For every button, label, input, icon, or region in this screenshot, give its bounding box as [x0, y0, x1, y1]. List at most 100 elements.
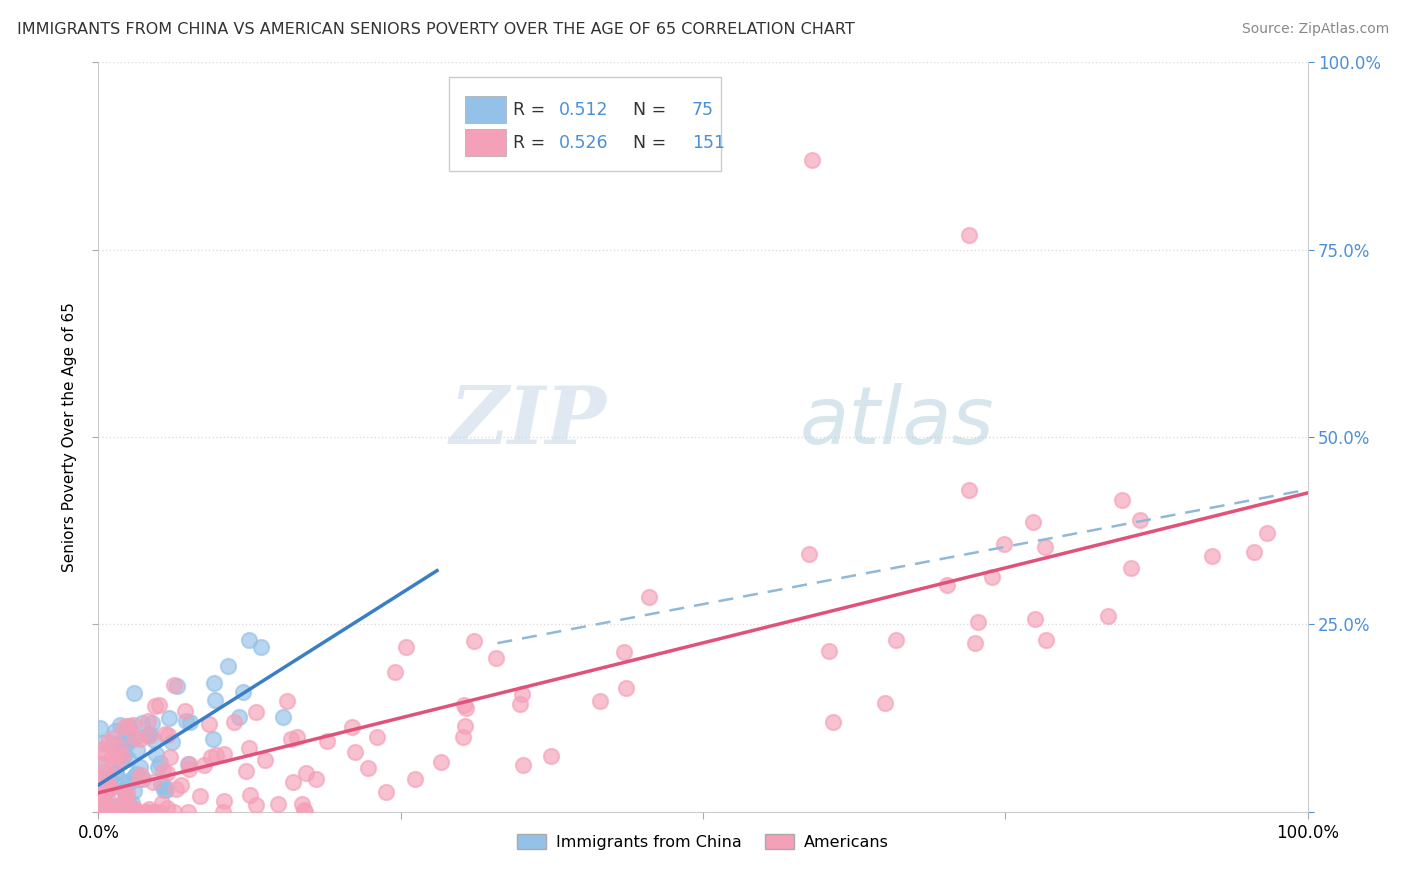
Point	[291, 797, 314, 811]
Point	[105, 766, 128, 780]
Point	[89, 771, 111, 785]
Point	[193, 757, 215, 772]
Point	[148, 698, 170, 712]
Point	[510, 687, 533, 701]
Point	[110, 744, 132, 758]
Point	[143, 699, 166, 714]
Point	[139, 727, 162, 741]
Point	[110, 755, 132, 769]
Point	[957, 483, 980, 497]
Point	[253, 753, 276, 767]
Point	[540, 749, 562, 764]
Point	[993, 537, 1015, 551]
Point	[163, 805, 186, 819]
Point	[152, 764, 174, 778]
Point	[453, 698, 475, 712]
Point	[94, 781, 117, 796]
Point	[212, 793, 235, 807]
Point	[90, 757, 112, 772]
Point	[142, 805, 165, 819]
Point	[103, 731, 125, 746]
Point	[201, 731, 224, 746]
Y-axis label: Seniors Poverty Over the Age of 65: Seniors Poverty Over the Age of 65	[62, 302, 77, 572]
Point	[142, 775, 165, 789]
Text: atlas: atlas	[800, 383, 994, 461]
Text: 0.526: 0.526	[560, 134, 609, 152]
Point	[128, 760, 150, 774]
Legend: Immigrants from China, Americans: Immigrants from China, Americans	[510, 827, 896, 856]
Point	[125, 767, 148, 781]
Point	[1256, 525, 1278, 540]
Point	[138, 802, 160, 816]
Point	[249, 640, 271, 655]
Point	[315, 734, 337, 748]
Point	[125, 742, 148, 756]
Point	[800, 153, 823, 167]
Point	[176, 757, 198, 772]
Point	[108, 740, 131, 755]
Point	[285, 730, 308, 744]
Point	[89, 795, 111, 809]
Point	[188, 789, 211, 803]
Point	[100, 780, 122, 794]
Point	[509, 697, 531, 711]
Point	[222, 714, 245, 729]
Point	[105, 805, 128, 819]
Point	[485, 651, 508, 665]
Point	[179, 714, 201, 729]
Point	[114, 788, 136, 802]
Point	[204, 676, 226, 690]
Point	[1022, 515, 1045, 529]
Point	[232, 684, 254, 698]
FancyBboxPatch shape	[449, 78, 721, 171]
Point	[124, 802, 146, 816]
Text: Source: ZipAtlas.com: Source: ZipAtlas.com	[1241, 22, 1389, 37]
Point	[127, 805, 149, 819]
Point	[156, 765, 179, 780]
Point	[512, 758, 534, 772]
Point	[112, 747, 135, 762]
FancyBboxPatch shape	[465, 129, 506, 156]
Point	[112, 781, 135, 796]
Point	[165, 781, 187, 796]
Text: R =: R =	[513, 101, 551, 119]
Point	[94, 797, 117, 811]
Point	[155, 782, 177, 797]
Point	[1035, 632, 1057, 647]
Point	[375, 784, 398, 798]
Point	[160, 735, 183, 749]
Point	[91, 783, 114, 797]
Point	[114, 730, 136, 744]
Point	[153, 779, 176, 793]
Point	[340, 720, 363, 734]
Point	[110, 745, 132, 759]
Text: N =: N =	[621, 134, 672, 152]
Point	[613, 645, 636, 659]
Point	[117, 795, 139, 809]
Point	[104, 805, 127, 819]
Text: 75: 75	[692, 101, 714, 119]
Point	[121, 731, 143, 745]
Point	[105, 805, 128, 819]
Point	[118, 734, 141, 748]
Point	[121, 796, 143, 810]
Point	[98, 801, 121, 815]
Point	[245, 797, 267, 812]
Point	[108, 748, 131, 763]
Point	[105, 765, 128, 780]
Point	[104, 760, 127, 774]
Point	[155, 726, 177, 740]
Point	[238, 741, 260, 756]
Point	[239, 788, 262, 802]
Point	[404, 772, 426, 787]
Point	[110, 718, 132, 732]
Point	[454, 719, 477, 733]
FancyBboxPatch shape	[465, 96, 506, 123]
Point	[157, 728, 180, 742]
Point	[112, 720, 135, 734]
Point	[89, 805, 111, 819]
Text: N =: N =	[621, 101, 672, 119]
Point	[111, 748, 134, 763]
Point	[115, 792, 138, 806]
Point	[97, 777, 120, 791]
